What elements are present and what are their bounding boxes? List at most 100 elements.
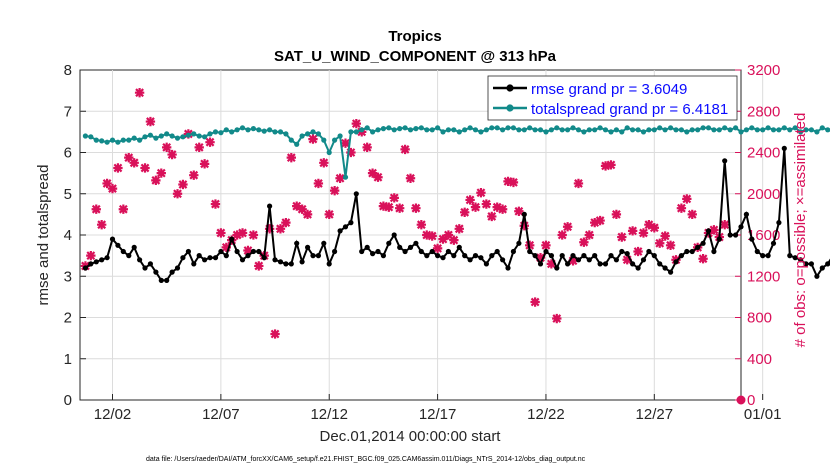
obs-assimilated-marker — [552, 313, 562, 324]
rmse-point — [299, 259, 305, 265]
rmse-point — [662, 265, 668, 271]
spread-point — [283, 131, 289, 137]
rmse-point — [808, 261, 815, 267]
footnote: data file: /Users/raeder/DAI/ATM_forcXX/… — [146, 456, 586, 463]
spread-point — [267, 127, 273, 133]
rmse-point — [305, 244, 311, 250]
rmse-point — [283, 261, 289, 267]
spread-point — [391, 127, 397, 133]
left-axis-ticks: 0 1 2 3 4 5 6 7 8 — [64, 62, 86, 409]
rmse-point — [819, 265, 825, 271]
rmse-point — [445, 248, 451, 255]
spread-point — [342, 174, 349, 180]
obs-assimilated-marker — [682, 194, 692, 204]
y-tick-label: 8 — [64, 62, 72, 79]
obs-assimilated-marker — [438, 234, 448, 244]
spread-point — [348, 129, 354, 135]
obs-assimilated-marker — [124, 152, 134, 163]
obs-assimilated-marker — [172, 189, 183, 199]
obs-assimilated-marker — [443, 230, 454, 240]
rmse-point — [754, 248, 760, 255]
rmse-point — [678, 253, 685, 259]
rmse-point — [792, 255, 798, 261]
y-right-tick-label: 1600 — [747, 227, 780, 244]
rmse-series — [82, 145, 830, 283]
obs-assimilated-marker — [384, 202, 394, 212]
rmse-point — [229, 236, 235, 242]
rmse-point — [359, 248, 365, 255]
obs-assimilated-marker — [389, 193, 399, 203]
obs-assimilated-marker — [178, 179, 188, 190]
obs-assimilated-marker — [557, 230, 567, 240]
spread-point — [120, 137, 126, 143]
spread-point — [808, 127, 815, 133]
rmse-point — [245, 253, 251, 259]
rmse-point — [570, 253, 576, 259]
obs-assimilated-marker — [481, 199, 492, 209]
obs-assimilated-marker — [519, 221, 529, 231]
spread-point — [684, 129, 690, 135]
obs-assimilated-marker — [329, 185, 340, 196]
obs-assimilated-marker — [492, 202, 502, 212]
rmse-point — [424, 253, 430, 259]
spread-point — [359, 127, 365, 133]
spread-point — [321, 137, 327, 143]
spread-point — [505, 125, 511, 131]
spread-point — [418, 125, 424, 131]
obs-assimilated-marker — [644, 220, 654, 230]
spread-point — [565, 127, 571, 133]
obs-assimilated-marker — [617, 232, 627, 242]
rmse-point — [153, 269, 159, 275]
spread-point — [798, 129, 804, 135]
obs-assimilated-marker — [319, 158, 329, 168]
rmse-point — [597, 261, 603, 267]
obs-assimilated-marker — [221, 242, 231, 253]
obs-assimilated-marker — [546, 259, 557, 269]
rmse-point — [781, 145, 787, 151]
spread-point — [174, 135, 181, 141]
obs-assimilated-marker — [162, 142, 172, 153]
rmse-point — [82, 265, 88, 271]
spread-point — [337, 133, 343, 139]
rmse-point — [776, 220, 782, 226]
obs-assimilated-marker — [373, 172, 383, 182]
obs-assimilated-marker — [541, 240, 551, 250]
y-tick-label: 5 — [64, 186, 72, 203]
rmse-point — [565, 261, 571, 267]
obs-assimilated-marker — [270, 329, 280, 339]
spread-point — [137, 137, 143, 143]
rmse-point — [521, 211, 527, 217]
spread-point — [478, 129, 484, 135]
rmse-point — [695, 244, 701, 250]
rmse-point — [467, 257, 473, 263]
rmse-point — [483, 261, 489, 267]
spread-point — [494, 125, 500, 131]
spread-point — [554, 125, 560, 131]
obs-assimilated-marker — [422, 230, 432, 240]
legend-rmse-marker — [506, 84, 514, 92]
rmse-point — [451, 253, 457, 259]
obs-assimilated-marker — [432, 243, 443, 254]
spread-point — [180, 134, 186, 140]
obs-assimilated-marker — [254, 261, 264, 271]
obs-assimilated-marker — [199, 159, 210, 169]
spread-point — [646, 127, 652, 133]
spread-point — [657, 125, 663, 131]
obs-assimilated-marker — [91, 204, 101, 214]
rmse-point — [494, 248, 500, 255]
rmse-point — [370, 251, 376, 257]
rmse-point — [440, 255, 446, 261]
y-axis-label-right: # of obs: o=possible; ×=assimilated — [792, 113, 809, 348]
spread-point — [451, 127, 457, 133]
rmse-point — [559, 253, 565, 259]
obs-assimilated-marker — [335, 173, 345, 183]
spread-point — [218, 130, 224, 136]
obs-assimilated-marker — [720, 220, 730, 230]
rmse-point — [174, 265, 181, 271]
spread-point — [689, 127, 695, 133]
spread-point — [521, 127, 527, 133]
rmse-point — [456, 244, 462, 250]
obs-assimilated-marker — [275, 224, 286, 234]
obs-assimilated-marker — [113, 163, 123, 173]
spread-point — [825, 127, 830, 133]
